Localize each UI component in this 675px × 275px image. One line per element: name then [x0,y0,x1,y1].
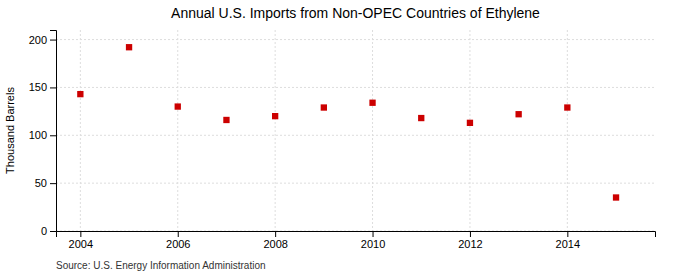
x-axis-line [57,232,656,238]
point [272,113,278,119]
x-tick-label: 2006 [166,238,190,250]
grid [56,30,655,231]
chart: 2004 2006 2008 2010 2012 2014 0 50 100 150 200 Annu… [0,0,675,275]
y-tick: 200 [29,34,56,46]
y-axis: 0 50 100 150 200 [29,31,57,238]
x-tick-mark [470,231,471,237]
y-tick-mark [50,87,56,88]
y-grid-line [56,183,655,184]
x-tick-mark [178,231,179,237]
point [369,100,375,106]
x-grid-line [372,30,373,231]
title: Annual U.S. Imports from Non-OPEC Countr… [171,5,540,21]
point [467,120,473,126]
point [223,117,229,123]
y-tick: 50 [35,177,56,189]
x-tick-mark [373,231,374,237]
y-tick: 150 [29,81,56,93]
x-tick: 2004 [69,231,93,250]
y-tick-label: 50 [35,177,47,189]
x-tick-label: 2012 [458,238,482,250]
annotation: Source: U.S. Energy Information Administ… [56,260,266,271]
x-tick: 2010 [361,231,385,250]
y-tick: 0 [41,225,56,237]
x-tick-mark [80,231,81,237]
x-tick-label: 2010 [361,238,385,250]
x-grid-line [177,30,178,231]
points [77,44,619,201]
point [77,91,83,97]
x-tick-label: 2014 [556,238,580,250]
x-grid-line [275,30,276,231]
y-tick-label: 150 [29,81,47,93]
point [321,104,327,110]
y-tick-label: 100 [29,129,47,141]
y-grid-line [56,87,655,88]
plot: 2004 2006 2008 2010 2012 2014 0 50 100 150 200 [29,30,656,250]
x-grid-line [469,30,470,231]
y-tick-label: 200 [29,34,47,46]
y-axis-line [50,31,57,232]
y-tick-label: 0 [41,225,47,237]
x-tick-label: 2004 [69,238,93,250]
x-tick: 2014 [556,231,580,250]
point [418,115,424,121]
x-tick-label: 2008 [263,238,287,250]
x-tick: 2012 [458,231,482,250]
y-tick-mark [50,135,56,136]
point [564,104,570,110]
y-axis-title: Thousand Barrels [4,87,16,174]
x-axis: 2004 2006 2008 2010 2012 2014 [57,231,656,250]
y-tick-mark [50,40,56,41]
point [613,194,619,200]
point [515,111,521,117]
x-tick-mark [275,231,276,237]
point [126,44,132,50]
y-tick: 100 [29,129,56,141]
x-tick-mark [567,231,568,237]
x-tick: 2006 [166,231,190,250]
x-grid-line [80,30,81,231]
y-tick-mark [50,183,56,184]
x-grid-line [567,30,568,231]
y-tick-mark [50,231,56,232]
y-grid-line [56,135,655,136]
x-tick: 2008 [263,231,287,250]
point [175,103,181,109]
y-grid-line [56,39,655,40]
